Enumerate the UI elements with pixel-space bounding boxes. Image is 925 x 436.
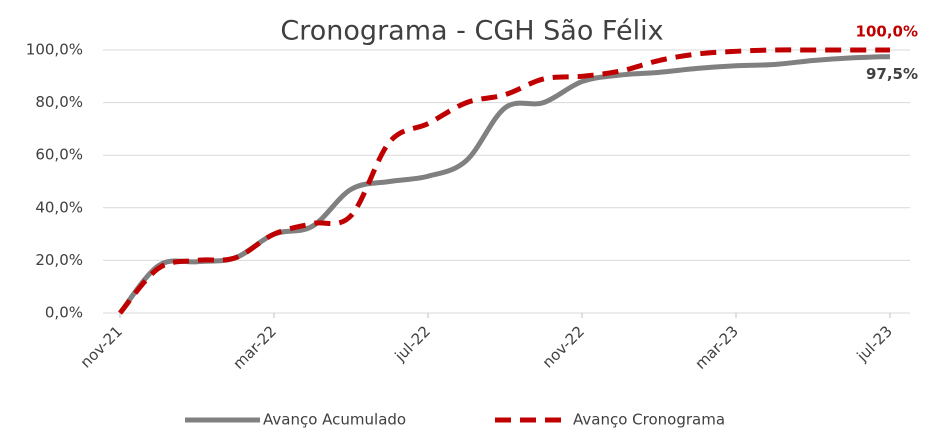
y-tick-label: 60,0%	[35, 146, 83, 164]
y-tick-label: 0,0%	[45, 304, 83, 322]
x-tick-label: jul-22	[391, 322, 434, 365]
legend-label: Avanço Cronograma	[573, 411, 725, 429]
data-label: 97,5%	[866, 65, 918, 83]
line-series	[118, 47, 890, 315]
line-series	[118, 54, 891, 315]
data-label: 100,0%	[856, 23, 918, 41]
chart-title: Cronograma - CGH São Félix	[280, 16, 663, 47]
x-tick-label: mar-22	[229, 322, 280, 373]
legend-label: Avanço Acumulado	[263, 411, 406, 429]
x-tick-label: nov-21	[77, 322, 126, 371]
y-tick-label: 20,0%	[35, 251, 83, 269]
y-tick-label: 40,0%	[35, 198, 83, 216]
y-tick-label: 80,0%	[35, 93, 83, 111]
x-tick-label: mar-23	[691, 322, 742, 373]
x-tick-label: jul-23	[853, 322, 896, 365]
y-tick-label: 100,0%	[26, 41, 83, 59]
x-tick-label: nov-22	[539, 322, 588, 371]
